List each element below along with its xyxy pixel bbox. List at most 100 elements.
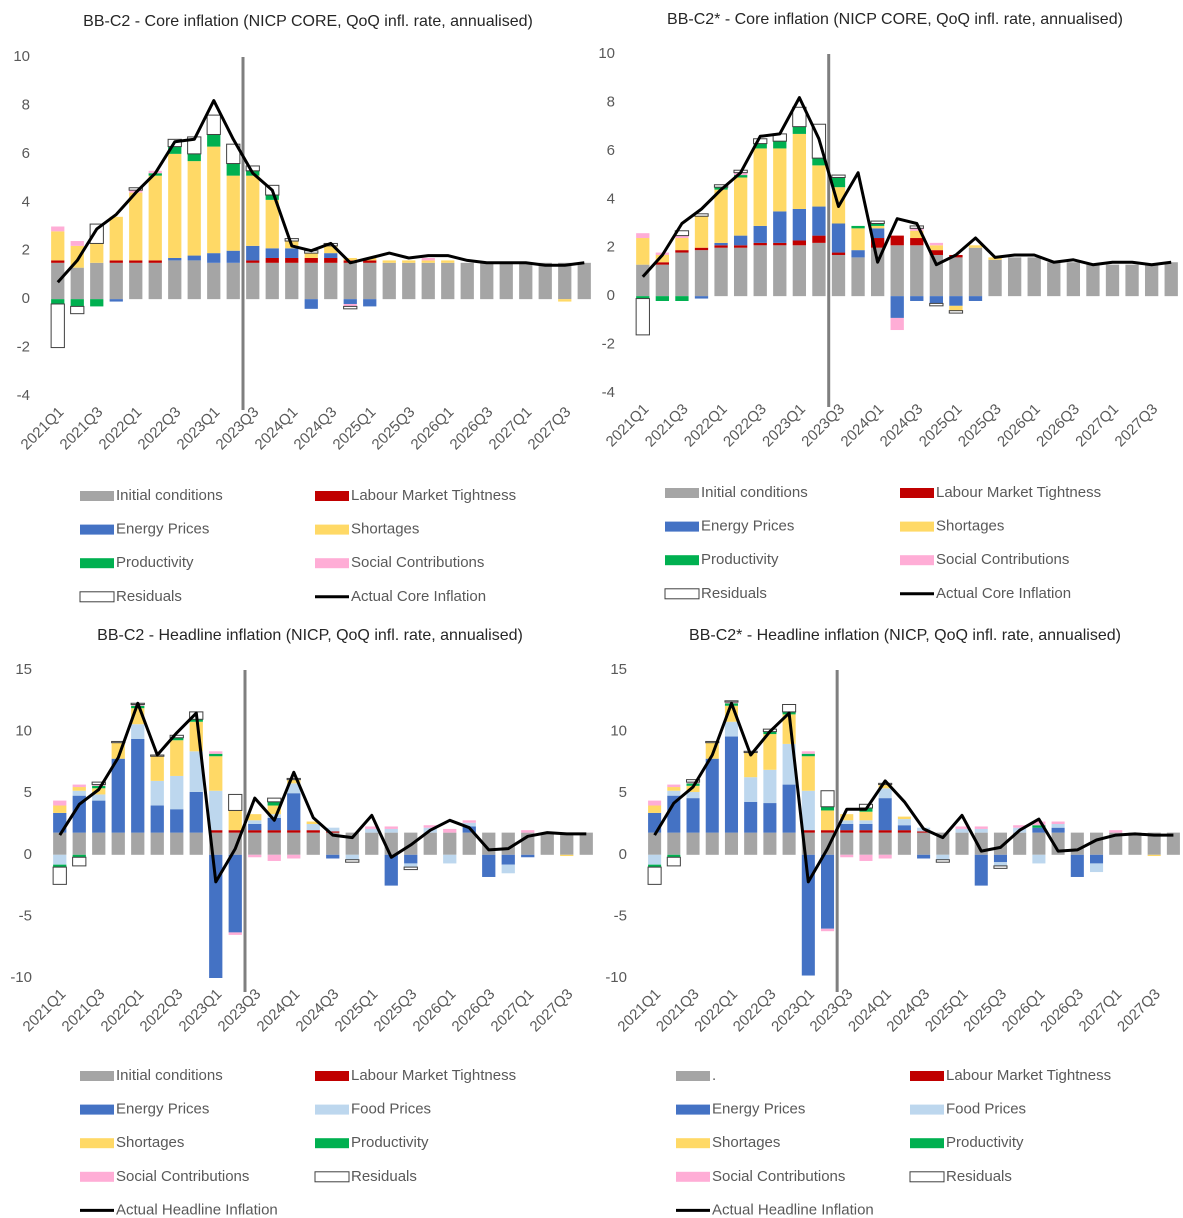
bar-segment — [859, 830, 873, 833]
bar-segment — [675, 252, 689, 297]
bar-segment — [851, 228, 865, 251]
bar-segment — [648, 854, 662, 865]
bar-segment — [878, 788, 892, 799]
bar-segment — [109, 216, 123, 261]
bar-segment — [209, 756, 223, 791]
bar-segment — [248, 854, 262, 858]
bar-segment — [1166, 832, 1180, 855]
bar-segment — [1070, 854, 1084, 877]
bar-segment — [812, 235, 826, 243]
bar-segment — [831, 177, 846, 188]
bar-segment — [168, 146, 182, 154]
bar-segment — [248, 824, 262, 831]
bar-segment — [384, 826, 398, 829]
bar-segment — [705, 740, 720, 744]
bar-segment — [929, 245, 944, 251]
bar-segment — [648, 832, 662, 855]
bar-segment — [519, 262, 533, 300]
bar-segment — [53, 800, 67, 806]
bar-segment — [675, 235, 689, 239]
bar-segment — [686, 779, 701, 783]
bar-segment — [285, 257, 299, 263]
bar-segment — [579, 832, 593, 855]
bar-segment — [109, 299, 123, 302]
bar-segment — [131, 738, 145, 833]
bar-segment — [207, 146, 221, 254]
bar-segment — [384, 828, 398, 833]
bar-segment — [53, 832, 67, 855]
bar-segment — [1032, 825, 1046, 828]
bar-segment — [287, 793, 301, 831]
legend-swatch — [676, 1071, 710, 1081]
bar-segment — [840, 854, 854, 858]
bar-segment — [878, 854, 892, 859]
bar-segment — [859, 824, 873, 831]
bar-segment — [820, 790, 835, 808]
legend-label: Social Contributions — [936, 551, 1069, 568]
bar-segment — [821, 806, 835, 811]
bar-segment — [859, 832, 873, 855]
bar-segment — [267, 830, 281, 833]
bar-segment — [686, 798, 700, 833]
legend-swatch — [665, 521, 699, 532]
bar-segment — [501, 854, 515, 865]
bar-segment — [150, 832, 164, 855]
bar-segment — [421, 257, 435, 261]
legend-swatch — [79, 591, 115, 603]
y-tick-label: -10 — [10, 969, 32, 986]
bar-segment — [53, 805, 67, 813]
bar-segment — [286, 777, 301, 781]
legend-label: Labour Market Tightness — [351, 487, 516, 504]
bar-segment — [955, 828, 969, 833]
legend-label: Initial conditions — [701, 484, 808, 501]
bar-segment — [705, 758, 719, 833]
legend-label: Energy Prices — [712, 1101, 805, 1118]
bar-segment — [382, 260, 396, 263]
line-series — [58, 701, 587, 884]
bar-segment — [974, 826, 988, 829]
bar-segment — [733, 247, 748, 297]
legend-label: Food Prices — [351, 1101, 431, 1118]
bar-segment — [207, 134, 221, 147]
bar-segment — [714, 245, 728, 248]
bar-segment — [170, 775, 184, 810]
bar-segment — [831, 174, 846, 178]
bar-segment — [1051, 824, 1065, 828]
y-tick-label: 6 — [607, 142, 615, 159]
bar-segment — [189, 791, 203, 833]
bar-segment — [285, 262, 299, 300]
y-tick-label: -2 — [602, 336, 615, 353]
bar-segment — [929, 296, 944, 304]
bar-segment — [840, 814, 854, 821]
legend-swatch — [900, 521, 934, 532]
legend-label: Shortages — [712, 1134, 780, 1151]
bar-segment — [304, 299, 318, 309]
bar-segment — [1164, 262, 1178, 297]
legend-label: Shortages — [116, 1134, 184, 1151]
bar-segment — [403, 866, 418, 871]
bar-segment — [304, 257, 318, 263]
bar-segment — [558, 262, 572, 300]
bar-segment — [968, 245, 983, 248]
bar-segment — [870, 225, 885, 229]
bar-segment — [267, 817, 281, 831]
bar-segment — [72, 856, 87, 867]
chart-title: BB-C2 - Core inflation (NICP CORE, QoQ i… — [83, 13, 533, 30]
bar-segment — [714, 189, 728, 243]
bar-segment — [402, 260, 416, 263]
bar-segment — [655, 296, 670, 301]
bar-segment — [870, 238, 885, 248]
bar-segment — [675, 250, 689, 253]
legend-label: Shortages — [351, 521, 419, 538]
bar-segment — [782, 784, 796, 833]
line-series — [56, 99, 585, 284]
legend-label: Productivity — [946, 1134, 1024, 1151]
y-tick-label: -4 — [17, 387, 30, 404]
bar-segment — [287, 832, 301, 855]
bar-segment — [773, 245, 787, 297]
bar-segment — [577, 262, 591, 300]
legend-label: Productivity — [701, 551, 779, 568]
bar-segment — [248, 832, 262, 855]
bar-segment — [169, 734, 184, 739]
y-tick-label: 0 — [619, 846, 627, 863]
